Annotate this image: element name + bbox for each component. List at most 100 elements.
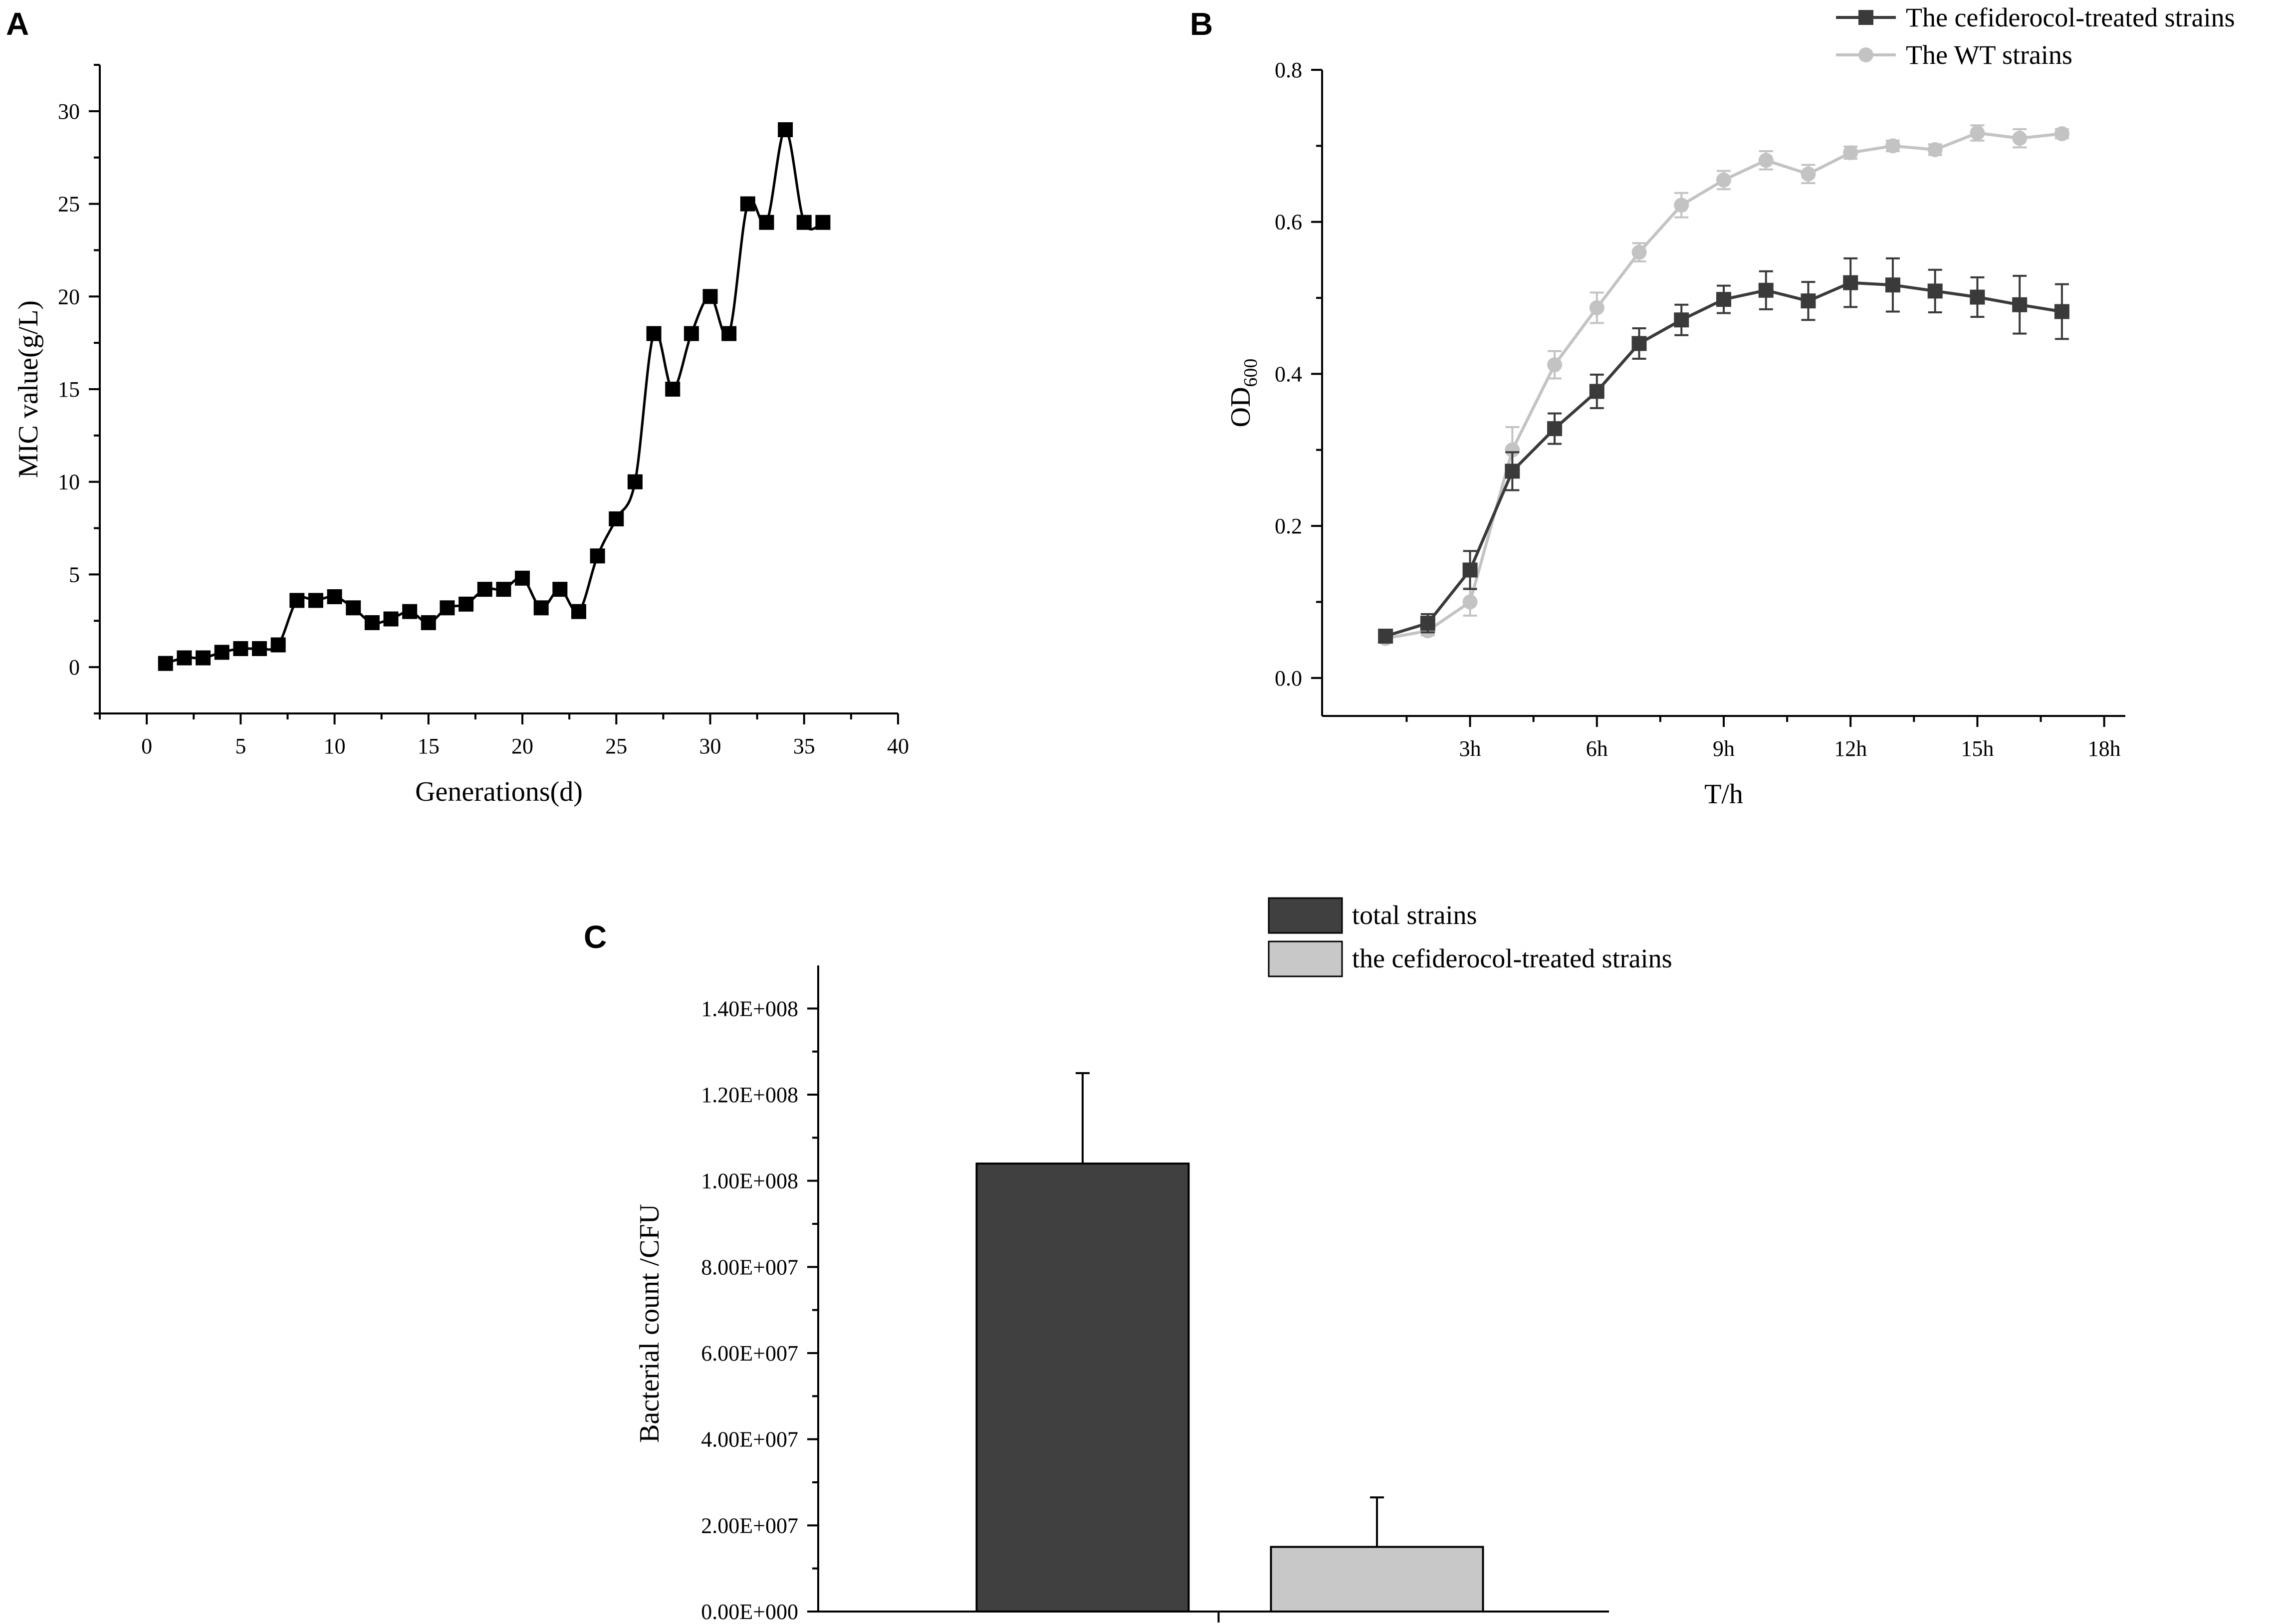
panel-b-point: [1674, 198, 1689, 213]
panel-b-point: [1970, 125, 1985, 141]
panel-a-point: [533, 600, 549, 616]
panel-c-bars: [975, 1072, 1484, 1613]
panel-b-legend-label: The WT strains: [1906, 40, 2072, 70]
panel-a-y-tick-label: 20: [58, 284, 80, 309]
panel-c-y-tick-label: 4.00E+007: [701, 1427, 798, 1452]
panel-a-point: [627, 474, 643, 489]
panel-b-point: [1589, 300, 1604, 315]
panel-a-point: [364, 615, 380, 630]
panel-a-point: [196, 650, 211, 666]
panel-b-x-tick-label: 3h: [1459, 736, 1481, 761]
panel-a-point: [590, 548, 605, 564]
panel-b-point: [2054, 304, 2069, 319]
panel-b-point: [1970, 289, 1985, 305]
panel-b-point: [1716, 172, 1731, 188]
panel-a-markers: [158, 122, 831, 671]
panel-b-point: [1631, 244, 1647, 260]
panel-b-point: [1505, 442, 1520, 458]
panel-b-point: [1801, 166, 1816, 182]
panel-a-point: [383, 611, 399, 627]
panel-a-x-tick-label: 0: [141, 734, 152, 758]
panel-b-point: [1631, 336, 1647, 351]
panel-b-legend-marker: [1858, 10, 1873, 25]
panel-b-point: [1927, 283, 1943, 299]
panel-b-y-tick-label: 0.2: [1275, 514, 1302, 538]
panel-a-point: [778, 122, 793, 137]
panel-a-point: [308, 593, 323, 608]
panel-b-y-axis-title: OD600: [1225, 359, 1261, 428]
panel-b-point: [1801, 293, 1816, 309]
panel-b-series-treated: [1378, 257, 2069, 644]
panel-b-point: [1843, 145, 1858, 161]
panel-c-bar-chart: 0.00E+000 2.00E+007 4.00E+007 6.00E+007 8.00…: [634, 897, 1672, 1624]
panel-a-mic-chart: 0 5 10 15 20 25 30 35 40 0 5 10 15 20 25 30 Generations…: [13, 64, 909, 807]
panel-a-point: [646, 326, 662, 341]
panel-b-point: [1927, 142, 1943, 157]
panel-b-point: [1462, 594, 1478, 610]
panel-b-point: [1547, 357, 1563, 373]
panel-b-point: [2012, 131, 2028, 146]
panel-c-legend-swatch: [1268, 940, 1343, 977]
panel-label-b: B: [1190, 6, 1213, 42]
panel-b-y-tick-label: 0.6: [1275, 210, 1302, 234]
panel-b-x-axis-title: T/h: [1704, 779, 1743, 810]
panel-a-point: [327, 589, 342, 604]
panel-b-legend-label: The cefiderocol-treated strains: [1906, 2, 2235, 32]
panel-b-legend-marker: [1858, 47, 1873, 62]
panel-a-y-tick-label: 0: [69, 655, 80, 680]
panel-a-point: [458, 596, 474, 612]
panel-a-point: [683, 326, 699, 341]
panel-b-point: [1843, 275, 1858, 290]
panel-b-series-wt: [1378, 124, 2069, 646]
panel-c-legend-label: total strains: [1352, 900, 1477, 930]
panel-a-point: [158, 656, 173, 671]
panel-a-point: [346, 600, 361, 616]
panel-a-x-tick-label: 15: [418, 734, 440, 758]
panel-c-legend-swatch: [1268, 897, 1343, 934]
panel-b-axes: 3h 6h 9h 12h 15h 18h 0.0 0.2 0.4 0.6 0.8: [1275, 58, 2125, 761]
panel-a-axes: 0 5 10 15 20 25 30 35 40 0 5 10 15 20 25 30: [58, 64, 909, 758]
panel-a-point: [477, 582, 492, 597]
panel-b-y-tick-label: 0.0: [1275, 666, 1302, 691]
panel-b-y-axis-title-main: OD: [1225, 387, 1256, 428]
panel-b-point: [1462, 562, 1478, 578]
panel-b-x-tick-label: 18h: [2088, 736, 2121, 761]
panel-b-growth-chart: 3h 6h 9h 12h 15h 18h 0.0 0.2 0.4 0.6 0.8 T/h OD600…: [1225, 2, 2235, 810]
panel-c-axes: 0.00E+000 2.00E+007 4.00E+007 6.00E+007 8.00…: [701, 965, 1609, 1624]
panel-c-bar-total: [975, 1162, 1190, 1613]
panel-a-point: [815, 215, 831, 230]
panel-b-point: [1758, 153, 1774, 168]
panel-a-x-tick-label: 35: [793, 734, 815, 758]
panel-a-point: [796, 215, 812, 230]
panel-a-x-tick-label: 20: [511, 734, 533, 758]
panel-b-point: [1758, 282, 1774, 298]
panel-b-x-tick-label: 15h: [1961, 736, 1994, 761]
panel-b-y-tick-label: 0.8: [1275, 58, 1302, 82]
panel-c-legend: total strains the cefiderocol-treated str…: [1268, 897, 1672, 977]
panel-b-point: [1589, 384, 1604, 399]
panel-a-point: [402, 604, 418, 619]
panel-a-point: [552, 582, 568, 597]
panel-a-point: [177, 650, 192, 666]
panel-b-point: [1716, 292, 1731, 307]
panel-b-x-tick-label: 12h: [1834, 736, 1867, 761]
panel-a-y-tick-label: 10: [58, 470, 80, 494]
panel-c-y-tick-label: 6.00E+007: [701, 1341, 798, 1366]
panel-a-point: [233, 641, 248, 656]
panel-c-y-tick-label: 0.00E+000: [701, 1600, 798, 1624]
panel-a-point: [270, 637, 286, 653]
panel-c-y-axis-title: Bacterial count /CFU: [634, 1204, 665, 1443]
panel-a-x-tick-label: 30: [699, 734, 721, 758]
panel-a-point: [740, 196, 755, 212]
panel-c-y-tick-label: 2.00E+007: [701, 1513, 798, 1538]
panel-b-point: [1885, 277, 1900, 293]
panel-b-legend: The cefiderocol-treated strains The WT st…: [1836, 2, 2235, 70]
panel-a-y-axis-title: MIC value(g/L): [13, 300, 44, 478]
panel-b-y-tick-label: 0.4: [1275, 362, 1302, 386]
panel-b-x-tick-label: 9h: [1713, 736, 1735, 761]
panel-a-y-tick-label: 5: [69, 562, 80, 587]
panel-c-y-tick-label: 1.40E+008: [701, 996, 798, 1021]
panel-a-point: [515, 570, 530, 586]
panel-c-legend-label: the cefiderocol-treated strains: [1352, 943, 1672, 973]
